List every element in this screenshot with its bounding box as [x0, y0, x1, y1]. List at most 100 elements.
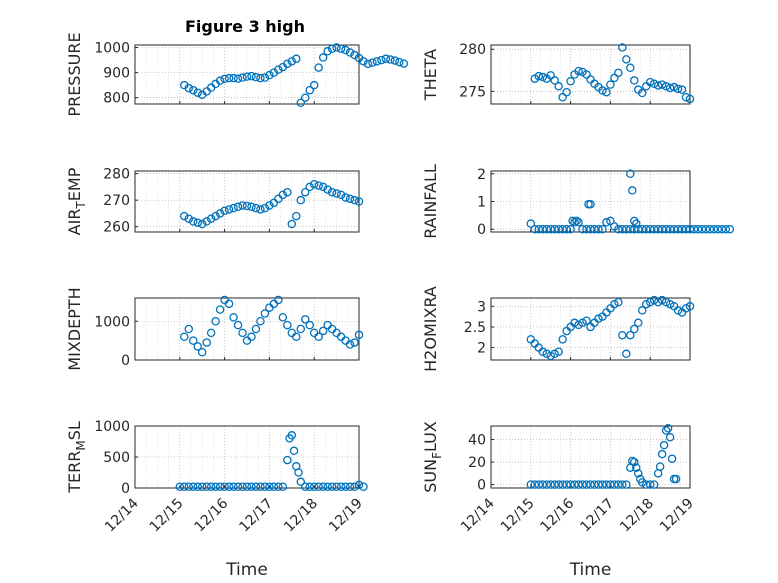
x-tick-label: 12/14: [102, 495, 142, 535]
data-point: [251, 203, 261, 213]
y-tick-label: 275: [459, 84, 486, 100]
data-point: [554, 82, 563, 91]
y-axis-label: H2OMIXRA: [421, 286, 440, 372]
data-point: [649, 295, 659, 305]
data-point: [606, 216, 615, 226]
data-point: [220, 74, 229, 84]
data-point: [637, 224, 647, 234]
data-point: [655, 462, 665, 471]
x-tick-label: 12/14: [458, 495, 498, 535]
data-point: [645, 297, 655, 307]
data-point: [305, 320, 314, 330]
data-point: [215, 209, 225, 218]
data-point: [318, 53, 328, 62]
data-point: [278, 190, 288, 200]
data-point: [574, 320, 583, 330]
data-point: [318, 182, 328, 192]
data-point: [260, 73, 270, 82]
data-point: [661, 82, 671, 91]
data-point: [570, 480, 579, 489]
data-point: [550, 349, 559, 359]
data-point: [296, 324, 306, 334]
data-point: [614, 224, 623, 234]
data-point: [296, 98, 306, 107]
data-point: [645, 224, 655, 234]
data-point: [586, 200, 595, 209]
data-point: [345, 194, 355, 204]
data-point: [534, 71, 544, 81]
x-axis-label: Time: [225, 560, 268, 580]
data-point: [689, 224, 699, 234]
data-point: [546, 351, 555, 361]
data-point: [354, 330, 364, 340]
y-axis-label: MIXDEPTH: [65, 287, 84, 370]
data-point: [634, 224, 643, 234]
data-point: [594, 314, 603, 323]
data-point: [681, 93, 691, 102]
data-point: [314, 482, 323, 492]
y-axis-label: RAINFALL: [421, 164, 440, 239]
data-point: [296, 477, 306, 487]
data-point: [292, 211, 301, 221]
data-point: [327, 187, 337, 197]
data-point: [327, 44, 337, 54]
data-point: [653, 81, 663, 90]
data-point: [685, 224, 695, 234]
data-point: [538, 72, 547, 82]
data-point: [661, 426, 671, 435]
data-point: [572, 216, 581, 226]
data-point: [705, 224, 715, 234]
data-point: [278, 482, 288, 492]
data-point: [681, 224, 691, 234]
data-point: [242, 201, 252, 211]
y-tick-label: 2.5: [464, 320, 486, 336]
data-point: [229, 203, 238, 213]
data-point: [309, 482, 319, 492]
y-axis-label: THETA: [421, 49, 440, 101]
data-point: [377, 55, 386, 65]
data-point: [345, 482, 355, 492]
data-point: [685, 94, 695, 104]
data-point: [582, 316, 591, 325]
data-point: [550, 224, 559, 234]
data-point: [630, 324, 639, 334]
data-point: [669, 224, 679, 234]
data-point: [318, 326, 328, 336]
data-point: [390, 56, 400, 65]
data-point: [657, 295, 667, 305]
data-point: [570, 218, 579, 227]
data-point: [233, 482, 243, 492]
y-tick-label: 270: [103, 193, 130, 209]
data-point: [381, 54, 391, 64]
data-point: [637, 88, 647, 98]
data-point: [610, 480, 619, 489]
data-point: [278, 313, 288, 322]
data-point: [659, 440, 669, 450]
data-point: [669, 82, 679, 92]
data-point: [663, 424, 673, 433]
data-point: [610, 73, 619, 83]
data-point: [274, 65, 283, 74]
data-point: [671, 474, 681, 484]
data-point: [283, 320, 292, 330]
data-point: [554, 347, 563, 356]
data-point: [673, 84, 683, 94]
data-point: [215, 305, 225, 314]
data-point: [562, 87, 571, 97]
data-point: [566, 76, 575, 86]
data-point: [224, 482, 234, 492]
data-point: [336, 482, 346, 492]
data-point: [211, 316, 220, 326]
data-point: [618, 480, 627, 489]
data-point: [206, 482, 216, 492]
x-axis-label: Time: [569, 560, 612, 580]
data-point: [350, 482, 359, 492]
data-point: [665, 83, 675, 93]
data-point: [578, 318, 587, 328]
data-point: [721, 224, 731, 234]
y-axis-label: SUNFLUX: [421, 421, 444, 493]
data-point: [269, 482, 279, 492]
x-tick-label: 12/18: [281, 496, 321, 536]
y-tick-label: 2: [477, 341, 486, 357]
data-point: [538, 224, 547, 234]
